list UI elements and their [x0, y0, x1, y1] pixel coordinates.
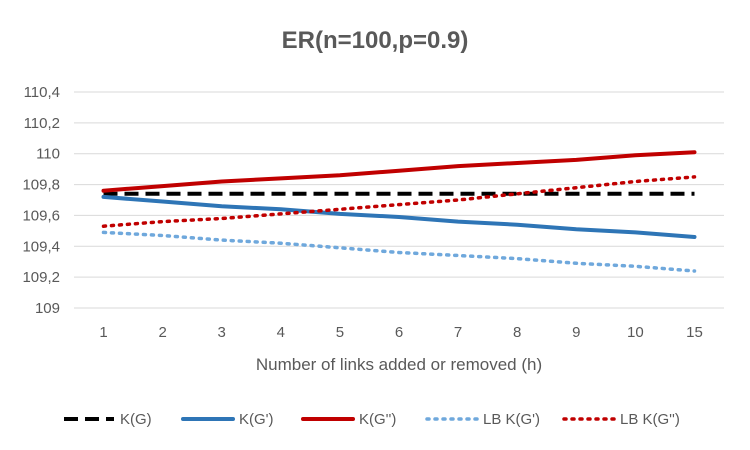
series-line-1 [101, 194, 697, 239]
x-tick-label: 10 [627, 324, 644, 341]
x-tick-label: 1 [99, 324, 107, 341]
y-tick-label: 109 [35, 300, 60, 317]
x-tick-label: 3 [218, 324, 226, 341]
series-line-3 [101, 230, 697, 273]
y-tick-label: 109,2 [22, 269, 60, 286]
legend-label-4: LB K(G'') [620, 411, 680, 428]
x-tick-label: 6 [395, 324, 403, 341]
x-tick-label: 5 [336, 324, 344, 341]
x-tick-label: 8 [513, 324, 521, 341]
y-tick-label: 110,4 [24, 84, 60, 101]
y-tick-label: 110,2 [24, 115, 60, 132]
x-tick-label: 9 [572, 324, 580, 341]
series-lines [101, 150, 697, 273]
legend-label-3: LB K(G') [483, 411, 540, 428]
x-tick-label: 7 [454, 324, 462, 341]
y-tick-label: 109,8 [22, 177, 60, 194]
y-tick-label: 109,6 [22, 207, 60, 224]
legend: K(G) K(G') K(G'') LB K(G') LB K(G'') [64, 411, 680, 428]
x-tick-label: 4 [277, 324, 285, 341]
series-line-4 [101, 175, 697, 228]
y-tick-label: 109,4 [22, 238, 60, 255]
chart-title: ER(n=100,p=0.9) [282, 27, 469, 54]
legend-label-2: K(G'') [359, 411, 396, 428]
legend-label-0: K(G) [120, 411, 152, 428]
x-tick-label: 15 [686, 324, 703, 341]
x-axis-label: Number of links added or removed (h) [256, 355, 542, 374]
y-axis-ticks: 109 109,2 109,4 109,6 109,8 110 110,2 110,4 [22, 84, 60, 317]
series-line-2 [101, 150, 697, 193]
gridlines [74, 91, 724, 309]
x-tick-label: 2 [158, 324, 166, 341]
y-tick-label: 110 [36, 146, 60, 163]
x-axis-ticks: 1 2 3 4 5 6 7 8 9 10 15 [99, 324, 702, 341]
legend-label-1: K(G') [239, 411, 274, 428]
